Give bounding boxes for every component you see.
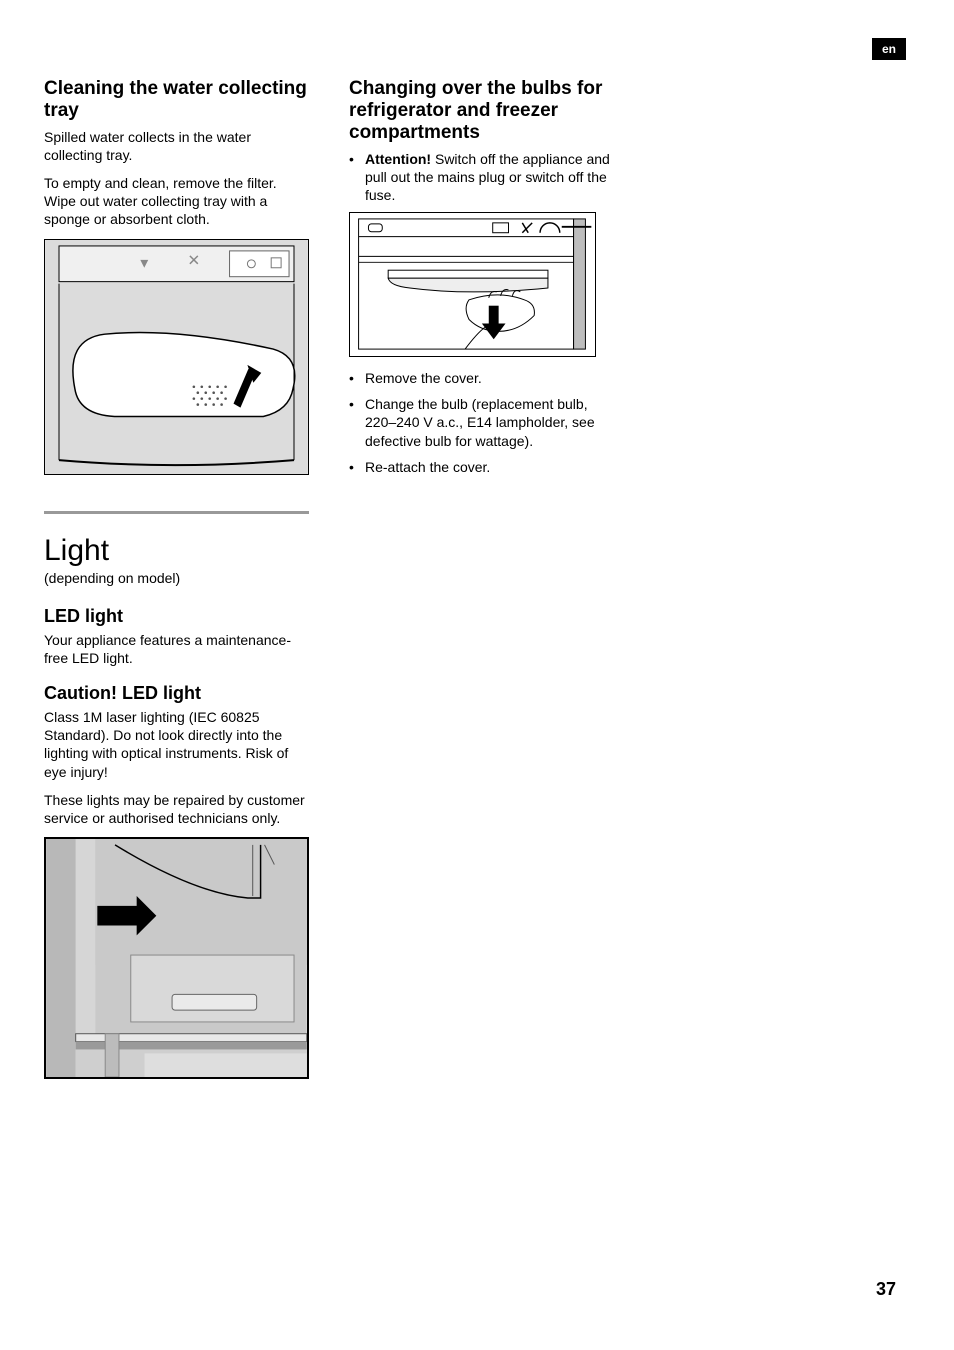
heading-led-light: LED light	[44, 606, 309, 627]
language-tab: en	[872, 38, 906, 60]
bullet-text: Attention! Switch off the appliance and …	[365, 150, 614, 205]
para-repair-service: These lights may be repaired by customer…	[44, 791, 309, 827]
bullet-dot: •	[349, 458, 365, 476]
heading-caution-led: Caution! LED light	[44, 683, 309, 704]
page-content: Cleaning the water collecting tray Spill…	[44, 78, 634, 1091]
bullet-text: Re-attach the cover.	[365, 458, 614, 476]
bullet-attention: • Attention! Switch off the appliance an…	[349, 150, 614, 205]
figure-water-tray	[44, 239, 309, 475]
figure-led-light	[44, 837, 309, 1079]
heading-light: Light	[44, 534, 309, 568]
bullet-dot: •	[349, 395, 365, 450]
bullet-reattach-cover: • Re-attach the cover.	[349, 458, 614, 476]
heading-changing-bulbs: Changing over the bulbs for refrigerator…	[349, 78, 614, 144]
left-column: Cleaning the water collecting tray Spill…	[44, 78, 309, 1091]
page-number: 37	[876, 1279, 896, 1300]
bullet-text: Remove the cover.	[365, 369, 614, 387]
bullet-dot: •	[349, 369, 365, 387]
para-laser-warning: Class 1M laser lighting (IEC 60825 Stand…	[44, 708, 309, 781]
section-divider	[44, 511, 309, 514]
para-maintenance-free: Your appliance features a maintenance-fr…	[44, 631, 309, 667]
right-column: Changing over the bulbs for refrigerator…	[349, 78, 614, 1091]
para-spilled-water: Spilled water collects in the water coll…	[44, 128, 309, 164]
para-empty-clean: To empty and clean, remove the filter. W…	[44, 174, 309, 229]
subtext-depending-model: (depending on model)	[44, 570, 309, 586]
bullet-remove-cover: • Remove the cover.	[349, 369, 614, 387]
attention-label: Attention!	[365, 151, 431, 167]
bullet-change-bulb: • Change the bulb (replacement bulb, 220…	[349, 395, 614, 450]
bullet-dot: •	[349, 150, 365, 205]
figure-bulb-cover	[349, 212, 596, 357]
bullet-text: Change the bulb (replacement bulb, 220–2…	[365, 395, 614, 450]
heading-cleaning-tray: Cleaning the water collecting tray	[44, 78, 309, 122]
